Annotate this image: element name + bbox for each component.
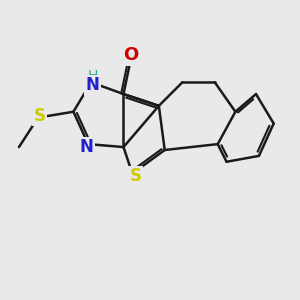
Text: N: N: [85, 76, 100, 94]
Text: H: H: [87, 69, 98, 83]
Text: S: S: [34, 107, 46, 125]
Text: N: N: [80, 138, 94, 156]
Text: O: O: [123, 46, 139, 64]
Text: S: S: [129, 167, 141, 185]
